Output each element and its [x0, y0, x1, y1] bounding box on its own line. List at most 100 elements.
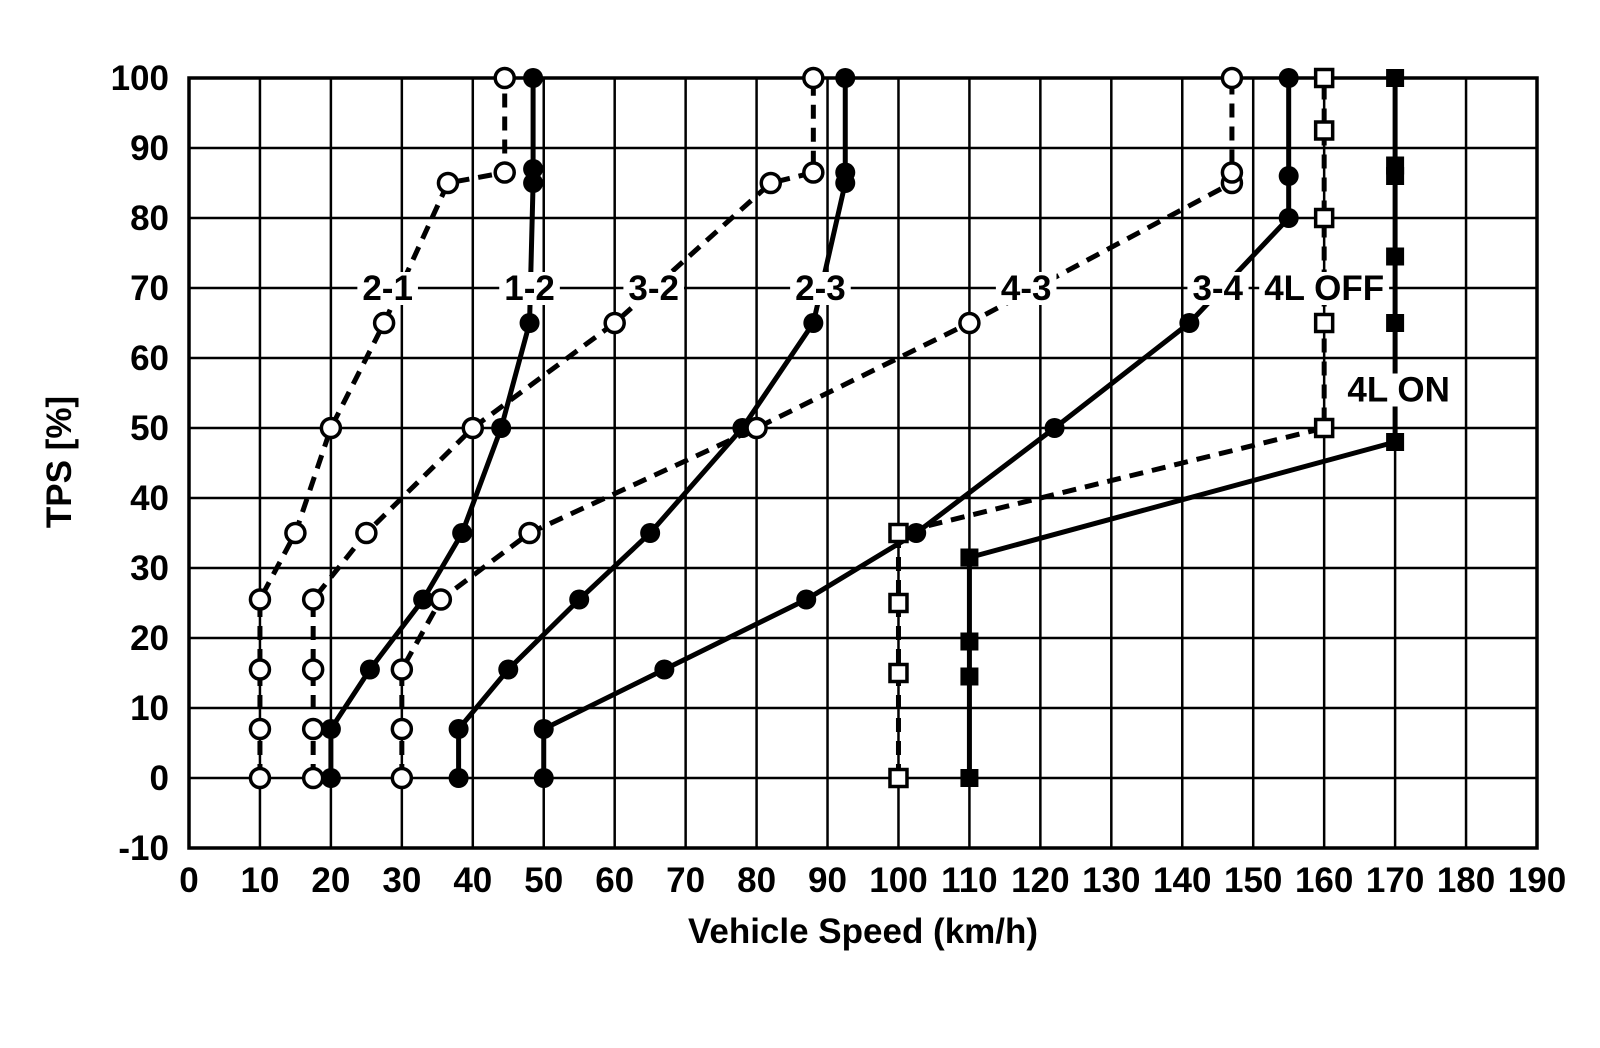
marker-circle-filled [519, 313, 540, 333]
marker-circle-filled [413, 589, 434, 610]
marker-circle-open [301, 766, 325, 790]
marker-square-filled [1386, 433, 1405, 451]
x-tick-labels: 0 10 20 30 40 50 60 70 80 90 100 110 120 130 140 150 160… [179, 861, 1566, 900]
x-tick-label: 30 [382, 861, 421, 900]
x-tick-label: 160 [1295, 861, 1353, 900]
marker-circle-open [518, 521, 541, 545]
marker-square-filled [960, 667, 979, 686]
marker-square-open [1313, 67, 1335, 89]
y-tick-label: 90 [130, 129, 169, 168]
curve-label-backing [790, 272, 851, 305]
marker-circle-filled [491, 418, 512, 438]
series-4l-off [888, 67, 1335, 789]
marker-circle-filled [1044, 418, 1065, 438]
marker-square-open [1313, 312, 1335, 334]
marker-circle-filled [906, 523, 927, 543]
marker-circle-open [390, 658, 414, 681]
marker-circle-open [248, 766, 272, 790]
x-axis-title: Vehicle Speed (km/h) [687, 912, 1039, 951]
marker-circle-open [248, 658, 272, 681]
x-tick-label: 70 [666, 861, 705, 900]
marker-circle-filled [803, 313, 824, 333]
y-tick-label: -10 [118, 829, 169, 868]
curve-labels: 2-1 1-2 3-2 2-3 4-3 3-4 4L OFF 4L ON [357, 269, 1455, 410]
x-tick-label: 60 [595, 861, 634, 900]
marker-circle-filled [523, 159, 544, 179]
marker-circle-open [436, 171, 460, 195]
marker-square-filled [1386, 156, 1405, 175]
x-tick-label: 50 [524, 861, 563, 900]
marker-circle-open [493, 66, 516, 90]
curve-label-4-3: 4-3 [1001, 269, 1052, 308]
marker-circle-filled [654, 659, 675, 680]
curve-label-4l-off: 4L OFF [1264, 269, 1384, 308]
marker-circle-filled [1278, 208, 1299, 228]
marker-square-filled [960, 632, 979, 651]
marker-circle-open [284, 521, 307, 545]
series-1-2 [320, 68, 544, 788]
marker-circle-filled [320, 768, 341, 788]
x-tick-label: 120 [1011, 861, 1069, 900]
marker-circle-filled [1278, 68, 1299, 88]
marker-circle-filled [835, 68, 856, 88]
curve-label-backing [1187, 272, 1249, 305]
curve-label-3-2: 3-2 [628, 269, 679, 308]
plot-border [187, 76, 1539, 850]
marker-circle-filled [448, 719, 469, 739]
marker-circle-open [759, 171, 783, 195]
x-tick-label: 40 [453, 861, 492, 900]
x-tick-label: 20 [311, 861, 350, 900]
marker-circle-filled [569, 589, 590, 610]
marker-circle-open [390, 766, 414, 790]
marker-circle-filled [523, 173, 544, 193]
marker-square-open [888, 522, 909, 544]
marker-circle-open [319, 416, 343, 440]
marker-square-open [888, 662, 909, 684]
x-tick-label: 100 [869, 861, 927, 900]
x-tick-label: 130 [1082, 861, 1140, 900]
curve-label-backing [357, 272, 418, 305]
marker-circle-filled [533, 719, 554, 739]
marker-circle-filled [640, 523, 661, 543]
marker-circle-filled [523, 68, 544, 88]
marker-circle-open [390, 717, 414, 741]
curve-label-backing [1342, 373, 1455, 407]
marker-square-open [888, 592, 909, 614]
y-tick-label: 80 [130, 199, 169, 238]
marker-circle-open [802, 161, 825, 184]
marker-circle-open [372, 311, 396, 335]
curve-label-4l-on: 4L ON [1347, 371, 1449, 410]
x-tick-label: 110 [941, 861, 997, 900]
marker-circle-filled [533, 768, 554, 788]
y-tick-label: 0 [150, 759, 169, 798]
marker-circle-open [1220, 66, 1244, 90]
marker-square-filled [960, 548, 979, 567]
series-4-3 [390, 66, 1244, 790]
marker-circle-filled [1278, 166, 1299, 186]
marker-circle-open [429, 588, 453, 611]
marker-circle-filled [1179, 313, 1200, 333]
series-3-2 [301, 66, 825, 790]
marker-circle-filled [452, 523, 473, 543]
y-axis-title: TPS [%] [40, 395, 79, 529]
y-tick-label: 50 [130, 409, 169, 448]
x-tick-label: 90 [808, 861, 847, 900]
curve-label-3-4: 3-4 [1192, 269, 1243, 308]
curve-label-2-3: 2-3 [795, 269, 846, 308]
x-tick-label: 180 [1437, 861, 1495, 900]
marker-circle-open [355, 521, 378, 545]
marker-square-open [1313, 120, 1335, 141]
curve-label-backing [1259, 272, 1390, 305]
y-tick-label: 30 [130, 549, 169, 588]
curve-label-backing [995, 272, 1057, 305]
series-2-1 [248, 66, 516, 790]
series-2-3 [448, 68, 856, 788]
marker-square-filled [960, 769, 979, 787]
y-tick-label: 70 [130, 269, 169, 308]
marker-circle-open [248, 588, 272, 611]
marker-circle-open [461, 416, 485, 440]
marker-circle-open [301, 717, 325, 741]
marker-circle-open [248, 717, 272, 741]
